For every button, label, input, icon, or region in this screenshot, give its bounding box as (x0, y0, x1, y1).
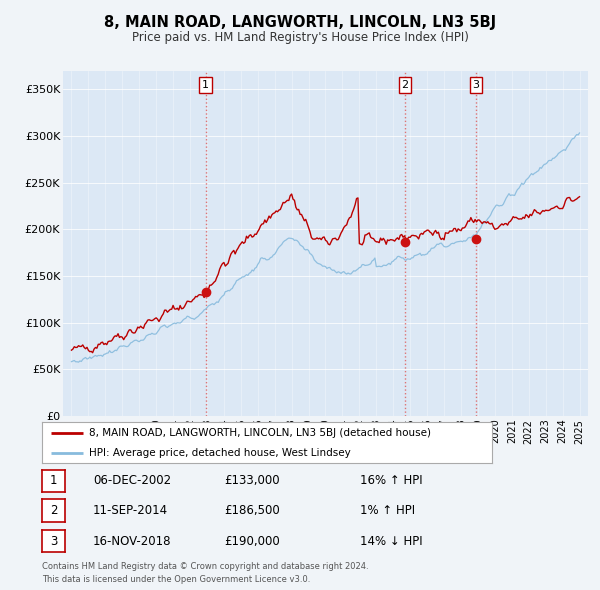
Text: 14% ↓ HPI: 14% ↓ HPI (360, 535, 422, 548)
Text: 11-SEP-2014: 11-SEP-2014 (93, 504, 168, 517)
Text: This data is licensed under the Open Government Licence v3.0.: This data is licensed under the Open Gov… (42, 575, 310, 584)
Text: 06-DEC-2002: 06-DEC-2002 (93, 474, 171, 487)
Text: 8, MAIN ROAD, LANGWORTH, LINCOLN, LN3 5BJ: 8, MAIN ROAD, LANGWORTH, LINCOLN, LN3 5B… (104, 15, 496, 30)
Text: 3: 3 (50, 535, 57, 548)
Text: 1: 1 (50, 474, 57, 487)
Text: £190,000: £190,000 (224, 535, 280, 548)
Text: 2: 2 (50, 504, 57, 517)
Text: 16% ↑ HPI: 16% ↑ HPI (360, 474, 422, 487)
Text: £186,500: £186,500 (224, 504, 280, 517)
Text: £133,000: £133,000 (224, 474, 280, 487)
Text: 2: 2 (401, 80, 409, 90)
Text: HPI: Average price, detached house, West Lindsey: HPI: Average price, detached house, West… (89, 448, 351, 458)
Text: Contains HM Land Registry data © Crown copyright and database right 2024.: Contains HM Land Registry data © Crown c… (42, 562, 368, 571)
Text: Price paid vs. HM Land Registry's House Price Index (HPI): Price paid vs. HM Land Registry's House … (131, 31, 469, 44)
Text: 1: 1 (202, 80, 209, 90)
Text: 16-NOV-2018: 16-NOV-2018 (93, 535, 172, 548)
Text: 8, MAIN ROAD, LANGWORTH, LINCOLN, LN3 5BJ (detached house): 8, MAIN ROAD, LANGWORTH, LINCOLN, LN3 5B… (89, 428, 431, 438)
Text: 3: 3 (472, 80, 479, 90)
Text: 1% ↑ HPI: 1% ↑ HPI (360, 504, 415, 517)
